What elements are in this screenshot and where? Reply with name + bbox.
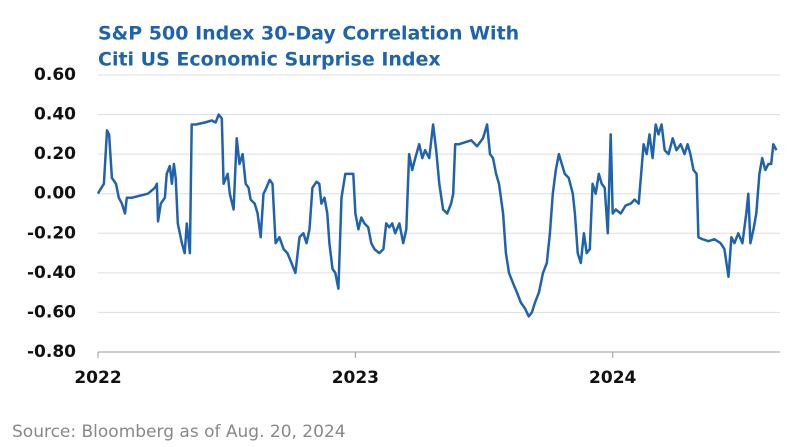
y-tick-label: 0.60 — [34, 65, 76, 85]
y-tick-label: -0.40 — [27, 263, 76, 283]
y-tick-label: -0.80 — [27, 342, 76, 362]
x-tick-label: 2023 — [332, 368, 379, 388]
y-tick-label: 0.40 — [34, 105, 76, 125]
source: Source: Bloomberg as of Aug. 20, 2024 — [12, 422, 346, 442]
y-tick-label: 0.00 — [34, 184, 76, 204]
y-tick-label: -0.20 — [27, 223, 76, 243]
x-tick-label: 2024 — [589, 368, 636, 388]
x-tick-label: 2022 — [74, 368, 121, 388]
data-line — [96, 113, 778, 318]
y-tick-label: 0.20 — [34, 144, 76, 164]
chart-title: Citi US Economic Surprise Index — [98, 49, 441, 71]
chart-title: S&P 500 Index 30-Day Correlation With — [98, 23, 519, 45]
y-tick-label: -0.60 — [27, 302, 76, 322]
